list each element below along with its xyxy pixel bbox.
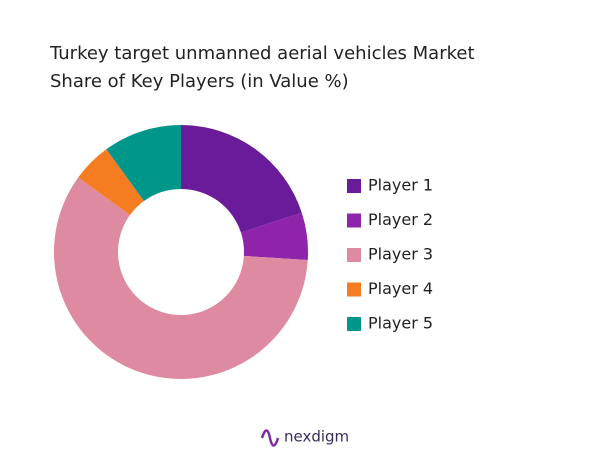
legend-swatch xyxy=(347,213,361,228)
legend-label: Player 5 xyxy=(368,314,433,333)
legend-swatch xyxy=(347,317,361,331)
legend-label: Player 1 xyxy=(368,176,433,195)
slice xyxy=(240,212,308,260)
brand: nexdigm xyxy=(284,428,349,446)
legend-label: Player 3 xyxy=(368,245,433,264)
legend-swatch xyxy=(347,282,361,297)
legend-label: Player 2 xyxy=(368,210,433,229)
slice xyxy=(106,125,181,202)
slice xyxy=(78,149,144,215)
logo-icon xyxy=(260,429,280,447)
legend-swatch xyxy=(347,248,361,262)
slice xyxy=(53,177,308,380)
chart-title: Turkey target unmanned aerial vehicles M… xyxy=(50,43,475,92)
slice xyxy=(181,125,302,233)
legend-swatch xyxy=(347,179,361,193)
legend-label: Player 4 xyxy=(368,279,433,298)
